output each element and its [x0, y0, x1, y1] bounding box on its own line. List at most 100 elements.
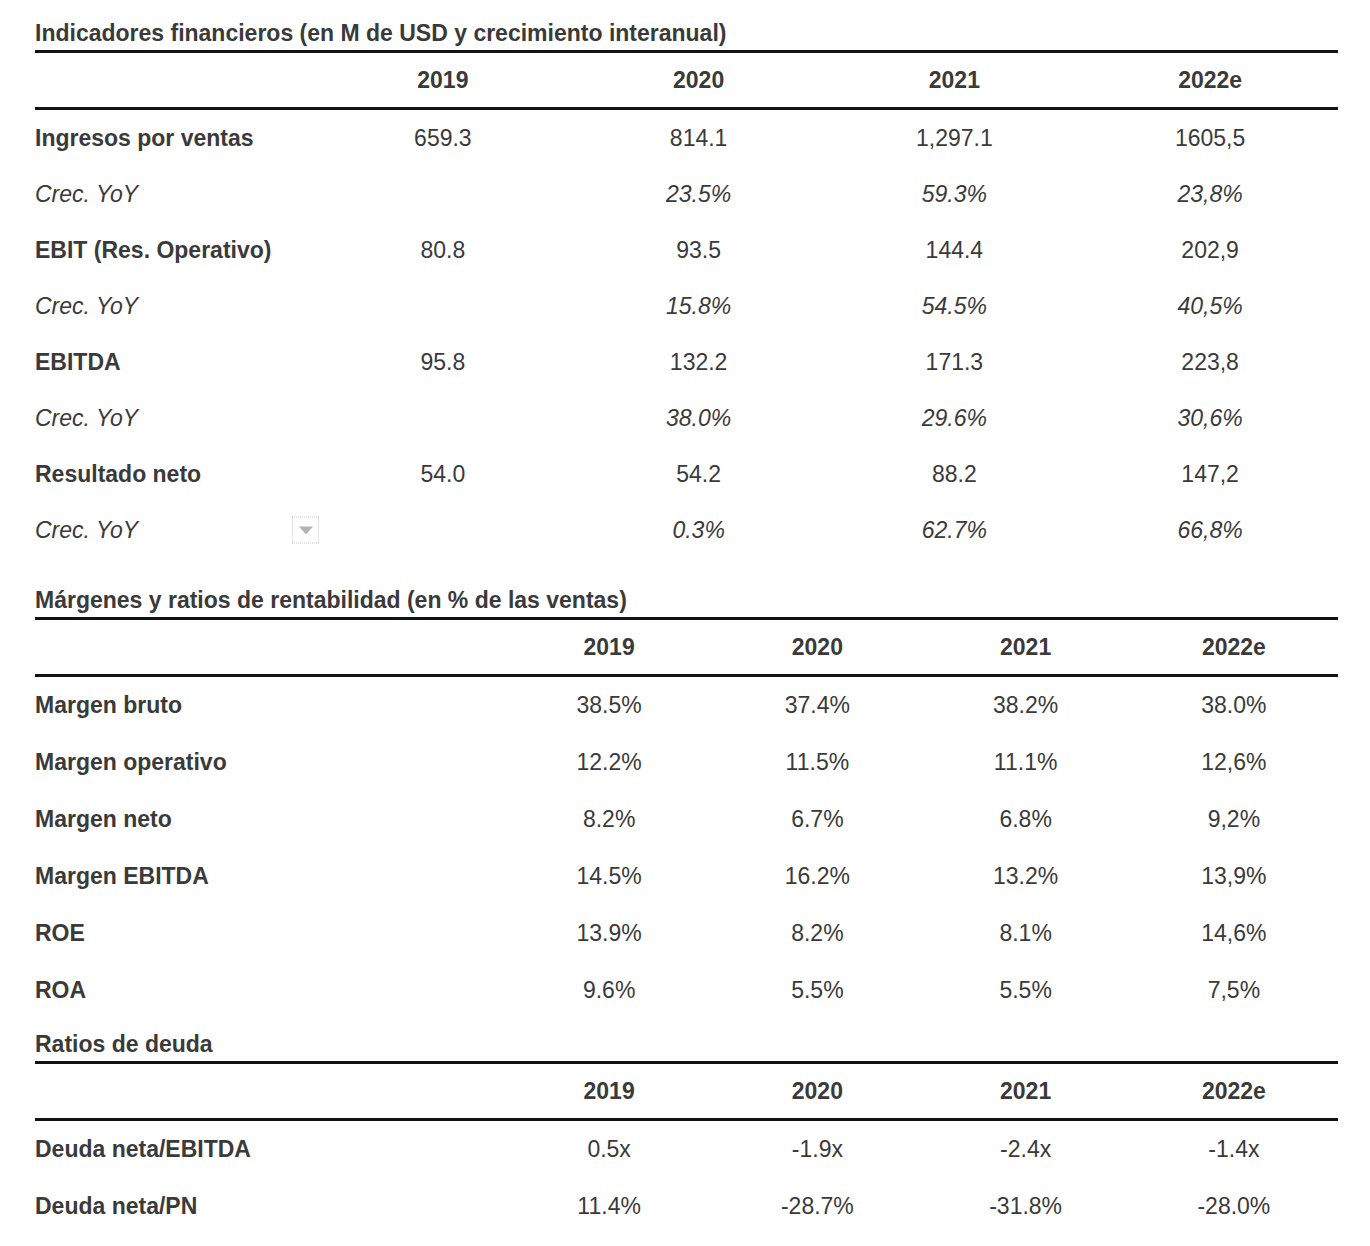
row-label: ROA	[35, 977, 505, 1004]
table-row-crec-yoy-ebit: Crec. YoY 15.8% 54.5% 40,5%	[35, 278, 1338, 334]
cell-value: 95.8	[315, 349, 571, 376]
cell-value: 8.2%	[505, 806, 713, 833]
cell-value: 66,8%	[1082, 517, 1338, 544]
column-header-2022e: 2022e	[1130, 1078, 1338, 1105]
row-label: Margen neto	[35, 806, 505, 833]
column-header-2021: 2021	[922, 634, 1130, 661]
year-header-row: 2019 2020 2021 2022e	[35, 620, 1338, 677]
row-label: EBIT (Res. Operativo)	[35, 237, 315, 264]
row-label: EBITDA	[35, 349, 315, 376]
cell-value: 40,5%	[1082, 293, 1338, 320]
cell-value: 147,2	[1082, 461, 1338, 488]
table-row-margen-operativo: Margen operativo 12.2% 11.5% 11.1% 12,6%	[35, 734, 1338, 791]
column-header-2019: 2019	[505, 634, 713, 661]
section-indicadores-financieros: Indicadores financieros (en M de USD y c…	[35, 20, 1338, 558]
row-label: Deuda neta/EBITDA	[35, 1136, 505, 1163]
column-header-2019: 2019	[315, 67, 571, 94]
cell-value: 30,6%	[1082, 405, 1338, 432]
cell-value: 88.2	[827, 461, 1083, 488]
cell-value: -31.8%	[922, 1193, 1130, 1220]
cell-value: -28.7%	[713, 1193, 921, 1220]
cell-value: 14,6%	[1130, 920, 1338, 947]
cell-value: 38.2%	[922, 692, 1130, 719]
cell-value: 37.4%	[713, 692, 921, 719]
cell-value: 15.8%	[571, 293, 827, 320]
table-row-crec-yoy-ebitda: Crec. YoY 38.0% 29.6% 30,6%	[35, 390, 1338, 446]
cell-value: 12.2%	[505, 749, 713, 776]
cell-value: 38.0%	[571, 405, 827, 432]
table-row-deuda-neta-ebitda: Deuda neta/EBITDA 0.5x -1.9x -2.4x -1.4x	[35, 1121, 1338, 1178]
cell-value: 11.1%	[922, 749, 1130, 776]
table-row-crec-yoy-ingresos: Crec. YoY 23.5% 59.3% 23,8%	[35, 166, 1338, 222]
column-header-2022e: 2022e	[1082, 67, 1338, 94]
cell-value: 14.5%	[505, 863, 713, 890]
cell-value: 1,297.1	[827, 125, 1083, 152]
column-header-2020: 2020	[571, 67, 827, 94]
cell-value: 144.4	[827, 237, 1083, 264]
cell-value: 93.5	[571, 237, 827, 264]
cell-value: -1.4x	[1130, 1136, 1338, 1163]
column-header-2019: 2019	[505, 1078, 713, 1105]
cell-value: 54.2	[571, 461, 827, 488]
cell-value: 38.5%	[505, 692, 713, 719]
cell-value: -2.4x	[922, 1136, 1130, 1163]
cell-value: 0.5x	[505, 1136, 713, 1163]
row-label: Crec. YoY	[35, 181, 315, 208]
column-header-2022e: 2022e	[1130, 634, 1338, 661]
cell-value: 814.1	[571, 125, 827, 152]
section-title: Indicadores financieros (en M de USD y c…	[35, 20, 1338, 53]
cell-value: 12,6%	[1130, 749, 1338, 776]
cell-value: 0.3%	[571, 517, 827, 544]
cell-value: 6.7%	[713, 806, 921, 833]
table-row-margen-ebitda: Margen EBITDA 14.5% 16.2% 13.2% 13,9%	[35, 848, 1338, 905]
row-label: Crec. YoY	[35, 405, 315, 432]
section-title: Márgenes y ratios de rentabilidad (en % …	[35, 587, 1338, 620]
row-label: Ingresos por ventas	[35, 125, 315, 152]
table-row-resultado-neto: Resultado neto 54.0 54.2 88.2 147,2	[35, 446, 1338, 502]
row-label: Crec. YoY	[35, 517, 315, 544]
section-title: Ratios de deuda	[35, 1031, 1338, 1064]
column-header-2020: 2020	[713, 1078, 921, 1105]
cell-value: 9.6%	[505, 977, 713, 1004]
cell-value: 6.8%	[922, 806, 1130, 833]
table-row-deuda-neta-pn: Deuda neta/PN 11.4% -28.7% -31.8% -28.0%	[35, 1178, 1338, 1235]
cell-value: 38.0%	[1130, 692, 1338, 719]
cell-value: 23.5%	[571, 181, 827, 208]
cell-value: 5.5%	[922, 977, 1130, 1004]
cell-value: 11.5%	[713, 749, 921, 776]
table-row-roe: ROE 13.9% 8.2% 8.1% 14,6%	[35, 905, 1338, 962]
table-row-ebit: EBIT (Res. Operativo) 80.8 93.5 144.4 20…	[35, 222, 1338, 278]
cell-value: -1.9x	[713, 1136, 921, 1163]
year-header-row: 2019 2020 2021 2022e	[35, 1064, 1338, 1121]
cell-value: 29.6%	[827, 405, 1083, 432]
cell-value: 223,8	[1082, 349, 1338, 376]
column-header-2021: 2021	[922, 1078, 1130, 1105]
cell-value: 13.9%	[505, 920, 713, 947]
cell-value: 8.1%	[922, 920, 1130, 947]
cell-value: 5.5%	[713, 977, 921, 1004]
year-header-row: 2019 2020 2021 2022e	[35, 53, 1338, 110]
section-margenes-y-ratios: Márgenes y ratios de rentabilidad (en % …	[35, 587, 1338, 1019]
column-header-2020: 2020	[713, 634, 921, 661]
row-label: Deuda neta/PN	[35, 1193, 505, 1220]
cell-value: 1605,5	[1082, 125, 1338, 152]
cell-value: 13.2%	[922, 863, 1130, 890]
chevron-down-icon	[299, 526, 313, 534]
cell-value: 23,8%	[1082, 181, 1338, 208]
financial-report-sheet: Indicadores financieros (en M de USD y c…	[0, 20, 1370, 1235]
table-row-ebitda: EBITDA 95.8 132.2 171.3 223,8	[35, 334, 1338, 390]
table-row-margen-neto: Margen neto 8.2% 6.7% 6.8% 9,2%	[35, 791, 1338, 848]
table-row-margen-bruto: Margen bruto 38.5% 37.4% 38.2% 38.0%	[35, 677, 1338, 734]
section-ratios-de-deuda: Ratios de deuda 2019 2020 2021 2022e Deu…	[35, 1031, 1338, 1235]
row-label: Margen operativo	[35, 749, 505, 776]
cell-value: 54.5%	[827, 293, 1083, 320]
row-label: Crec. YoY	[35, 293, 315, 320]
table-row-crec-yoy-resultado: Crec. YoY 0.3% 62.7% 66,8%	[35, 502, 1338, 558]
cell-dropdown-button[interactable]	[292, 517, 319, 544]
cell-value: 202,9	[1082, 237, 1338, 264]
cell-value: 54.0	[315, 461, 571, 488]
cell-value: 62.7%	[827, 517, 1083, 544]
cell-value: 132.2	[571, 349, 827, 376]
cell-value: 659.3	[315, 125, 571, 152]
cell-value: 9,2%	[1130, 806, 1338, 833]
